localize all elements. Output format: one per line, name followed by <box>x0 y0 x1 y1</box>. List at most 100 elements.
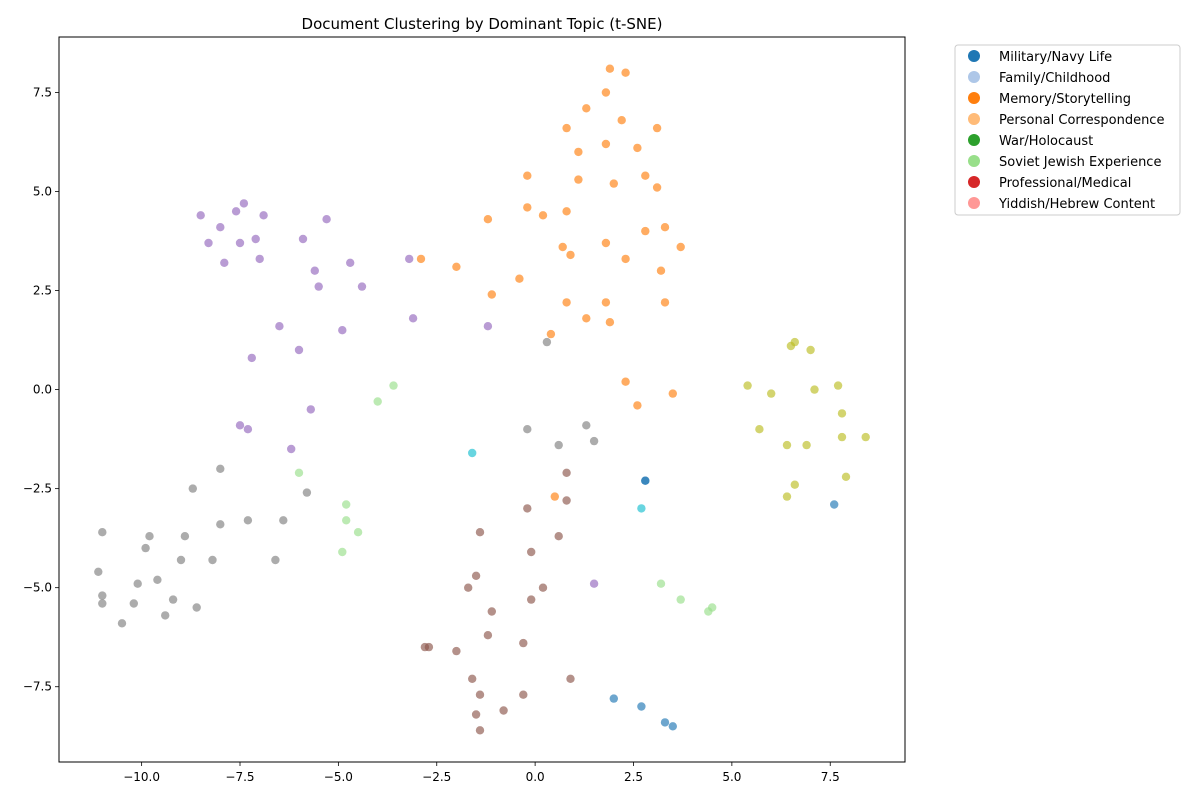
data-point <box>251 234 260 244</box>
data-point <box>755 425 764 434</box>
data-point <box>542 337 552 347</box>
data-point <box>562 468 571 477</box>
data-point <box>527 595 536 604</box>
data-point <box>601 139 611 149</box>
legend-label: Soviet Jewish Experience <box>999 155 1161 170</box>
data-point <box>483 631 493 640</box>
data-point <box>562 207 571 216</box>
data-point <box>601 88 611 97</box>
data-point <box>554 440 563 450</box>
data-point <box>468 448 477 458</box>
data-point <box>145 532 154 541</box>
legend-label: Military/Navy Life <box>999 50 1112 65</box>
data-point <box>782 440 792 450</box>
data-point <box>310 266 319 275</box>
data-point <box>216 520 225 529</box>
legend-label: War/Holocaust <box>999 134 1093 149</box>
data-point <box>641 226 650 236</box>
data-point <box>633 143 642 153</box>
x-tick-label: −5.0 <box>324 770 353 784</box>
x-tick-label: 5.0 <box>722 770 741 784</box>
data-point <box>322 215 331 224</box>
data-point <box>471 710 481 719</box>
data-point <box>704 607 713 616</box>
data-point <box>660 298 670 307</box>
data-point <box>605 318 615 327</box>
data-point <box>192 603 201 612</box>
data-point <box>802 440 811 450</box>
x-tick-label: −7.5 <box>225 770 254 784</box>
data-point <box>471 571 481 580</box>
data-point <box>562 123 571 133</box>
legend-marker <box>968 92 980 104</box>
y-tick-label: −2.5 <box>23 482 52 496</box>
data-point <box>523 425 532 434</box>
data-point <box>424 642 434 652</box>
data-point <box>452 646 461 656</box>
data-point <box>342 516 351 525</box>
data-point <box>523 171 532 180</box>
data-point <box>338 547 347 557</box>
data-point <box>141 543 150 553</box>
data-point <box>589 579 599 588</box>
x-tick-label: 7.5 <box>821 770 840 784</box>
data-point <box>499 706 508 715</box>
legend-marker <box>968 71 980 83</box>
legend-label: Memory/Storytelling <box>999 92 1131 107</box>
plot-frame <box>58 36 906 763</box>
data-point <box>617 116 626 125</box>
legend-label: Professional/Medical <box>999 176 1131 191</box>
data-point <box>98 528 107 537</box>
legend-marker <box>968 155 980 167</box>
data-point <box>405 254 414 264</box>
y-tick-label: 7.5 <box>33 85 52 99</box>
data-point <box>582 421 591 430</box>
data-point <box>786 341 796 351</box>
data-point <box>298 234 308 244</box>
data-point <box>416 254 426 264</box>
data-point <box>621 68 630 77</box>
data-point <box>235 421 245 430</box>
legend-marker <box>968 197 980 209</box>
y-tick-label: −7.5 <box>23 680 52 694</box>
data-point <box>767 389 776 398</box>
data-point <box>641 476 650 485</box>
data-point <box>196 211 205 220</box>
data-point <box>676 242 685 252</box>
data-point <box>574 147 583 157</box>
legend-marker <box>968 50 980 62</box>
data-point <box>475 690 485 699</box>
data-point <box>656 266 666 275</box>
data-point <box>582 104 591 113</box>
data-point <box>566 674 575 683</box>
data-point <box>861 432 870 442</box>
data-point <box>188 484 197 493</box>
legend-label: Yiddish/Hebrew Content <box>998 197 1155 212</box>
data-point <box>582 314 591 323</box>
data-point <box>550 492 559 501</box>
data-point <box>637 702 646 711</box>
data-point <box>271 555 280 565</box>
data-point <box>216 223 225 232</box>
data-point <box>287 444 296 454</box>
data-point <box>275 322 284 331</box>
data-point <box>346 258 355 267</box>
data-point <box>452 262 461 271</box>
data-point <box>558 242 567 252</box>
data-point <box>837 409 847 418</box>
legend: Military/Navy Life Family/Childhood Memory… <box>954 44 1181 216</box>
data-point <box>231 207 241 216</box>
data-point <box>566 250 575 260</box>
data-point <box>306 405 315 414</box>
data-point <box>810 385 819 394</box>
data-point <box>468 674 477 683</box>
legend-marker <box>968 113 980 125</box>
data-point <box>668 722 677 731</box>
data-point <box>98 591 107 600</box>
data-point <box>633 401 642 410</box>
data-point <box>204 238 213 248</box>
data-point <box>153 575 162 584</box>
y-tick-label: 0.0 <box>33 383 52 397</box>
data-point <box>302 488 312 497</box>
